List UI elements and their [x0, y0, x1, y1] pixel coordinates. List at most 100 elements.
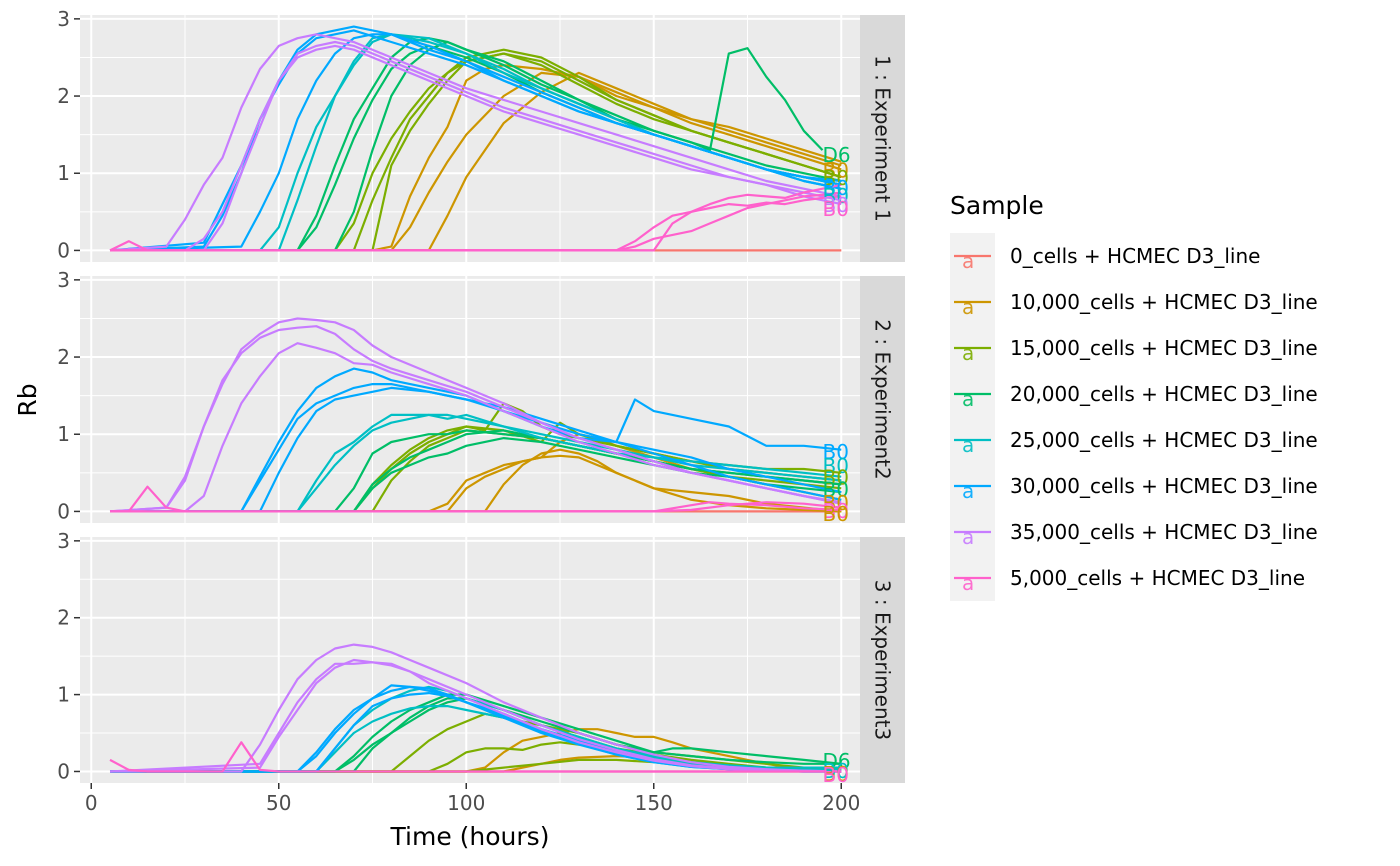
- y-tick-label: 3: [57, 268, 70, 292]
- series-line: [110, 191, 842, 252]
- x-tick-label: 100: [447, 791, 485, 815]
- series-line: [110, 429, 842, 513]
- legend-item: a 15,000_cells + HCMEC D3_line: [954, 336, 1318, 365]
- legend-label: 35,000_cells + HCMEC D3_line: [1010, 520, 1318, 544]
- series-end-label: B0: [823, 166, 849, 190]
- series-line: [110, 413, 842, 513]
- legend-item: a 35,000_cells + HCMEC D3_line: [954, 520, 1318, 549]
- series-end-label: B0: [823, 184, 849, 208]
- series-line: [110, 44, 842, 252]
- legend-key-glyph: a: [962, 479, 974, 503]
- facet-strip-label: 2 : Experiment2: [871, 319, 895, 479]
- legend-label: 5,000_cells + HCMEC D3_line: [1010, 566, 1305, 590]
- series-line: [109, 33, 842, 252]
- legend-item: a 10,000_cells + HCMEC D3_line: [954, 290, 1318, 319]
- y-tick-label: 0: [57, 238, 70, 262]
- series-line: [110, 195, 842, 252]
- legend-item: a 0_cells + HCMEC D3_line: [954, 244, 1260, 273]
- series-line: [109, 661, 842, 773]
- series-line: [110, 728, 842, 773]
- series-end-label: B0: [823, 158, 849, 182]
- legend-label: 0_cells + HCMEC D3_line: [1010, 244, 1260, 268]
- series-line: [110, 52, 842, 252]
- facet-strip: [860, 276, 905, 523]
- series-line: [110, 71, 842, 252]
- series-line: [110, 693, 842, 773]
- legend-key-glyph: a: [962, 249, 974, 273]
- legend-key-glyph: a: [962, 387, 974, 411]
- legend-keys-background: [950, 233, 995, 601]
- x-tick-label: 150: [635, 791, 673, 815]
- x-tick-label: 200: [822, 791, 860, 815]
- series-end-label: B0: [823, 466, 849, 490]
- x-axis-title: Time (hours): [390, 822, 550, 851]
- legend-title: Sample: [950, 191, 1044, 220]
- series-end-label: B0: [823, 491, 849, 515]
- series-end-label: B0: [823, 763, 849, 787]
- y-tick-label: 1: [57, 422, 70, 446]
- series-line: [110, 448, 842, 513]
- series-end-label: B0: [823, 477, 849, 501]
- series-line: [110, 386, 842, 513]
- series-end-label: D6: [823, 749, 851, 773]
- x-tick-label: 50: [266, 791, 291, 815]
- legend-key-glyph: a: [962, 571, 974, 595]
- series-end-label: B0: [823, 762, 849, 786]
- legend-key-glyph: a: [962, 295, 974, 319]
- series-line: [110, 40, 842, 252]
- legend-item: a 25,000_cells + HCMEC D3_line: [954, 428, 1318, 457]
- series-end-label: B0: [823, 176, 849, 200]
- y-tick-label: 1: [57, 683, 70, 707]
- facet-strip: [860, 537, 905, 783]
- series-end-label: B0: [823, 759, 849, 783]
- y-tick-label: 2: [57, 606, 70, 630]
- series-end-label: B0: [823, 440, 849, 464]
- series-end-label: D6: [823, 143, 851, 167]
- x-tick-label: 0: [85, 791, 98, 815]
- y-tick-label: 0: [57, 499, 70, 523]
- legend-key-glyph: a: [962, 525, 974, 549]
- facet-strip-label: 3 : Experiment3: [871, 580, 895, 740]
- series-line: [110, 413, 842, 513]
- series-line: [109, 33, 842, 252]
- legend-item: a 20,000_cells + HCMEC D3_line: [954, 382, 1318, 411]
- y-tick-label: 2: [57, 345, 70, 369]
- series-line: [110, 64, 842, 252]
- y-tick-label: 3: [57, 7, 70, 31]
- y-tick-label: 3: [57, 529, 70, 553]
- legend-label: 15,000_cells + HCMEC D3_line: [1010, 336, 1318, 360]
- series-line: [109, 741, 842, 773]
- facet-strip: [860, 15, 905, 262]
- x-axis: 0 50 100 150 200: [85, 783, 860, 815]
- series-line: [110, 342, 842, 513]
- series-line: [110, 40, 842, 252]
- series-line: [110, 501, 842, 513]
- y-tick-label: 2: [57, 84, 70, 108]
- series-end-label: B0: [823, 454, 849, 478]
- y-tick-label: 1: [57, 161, 70, 185]
- series-end-label: B0: [823, 499, 849, 523]
- legend-label: 20,000_cells + HCMEC D3_line: [1010, 382, 1318, 406]
- series-line: [110, 37, 824, 252]
- y-axis-title: Rb: [13, 383, 42, 416]
- series-end-label: B0: [823, 193, 849, 217]
- legend-key-glyph: a: [962, 341, 974, 365]
- legend-label: 10,000_cells + HCMEC D3_line: [1010, 290, 1318, 314]
- series-end-label: B0: [823, 502, 849, 526]
- facet-strip-label: 1 : Experiment 1: [871, 55, 895, 222]
- series-line: [110, 643, 842, 773]
- legend-item: a 5,000_cells + HCMEC D3_line: [954, 566, 1305, 595]
- series-end-label: B0: [823, 197, 849, 221]
- legend-label: 25,000_cells + HCMEC D3_line: [1010, 428, 1318, 452]
- panel-background: [80, 537, 860, 783]
- legend-label: 30,000_cells + HCMEC D3_line: [1010, 474, 1318, 498]
